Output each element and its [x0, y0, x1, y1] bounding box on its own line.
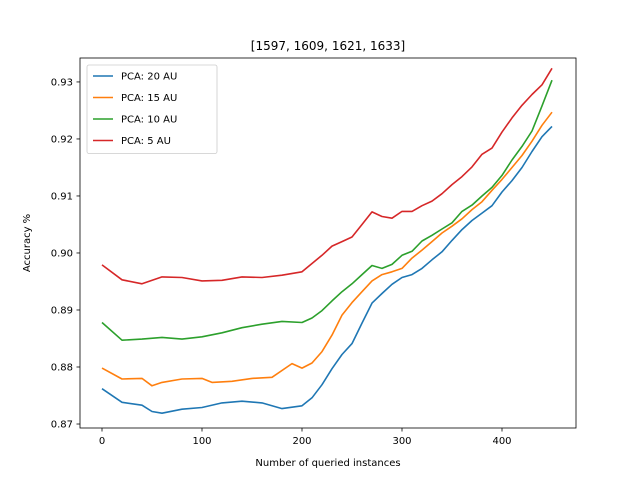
x-axis-label: Number of queried instances: [255, 458, 400, 469]
y-tick-label: 0.87: [51, 420, 73, 431]
y-tick-label: 0.88: [51, 362, 73, 373]
x-tick-label: 100: [192, 436, 211, 447]
x-tick-label: 0: [99, 436, 105, 447]
y-tick-label: 0.93: [51, 77, 73, 88]
series-line-4: [101, 67, 553, 285]
legend-label: PCA: 5 AU: [121, 136, 171, 147]
y-tick-label: 0.89: [51, 305, 73, 316]
series-lines: [101, 67, 553, 414]
legend-label: PCA: 20 AU: [121, 72, 177, 83]
legend: PCA: 20 AU PCA: 15 AU PCA: 10 AU PCA: 5 AU: [86, 64, 218, 154]
series-line-2: [101, 111, 553, 387]
series-line-3: [101, 79, 553, 341]
legend-box: [86, 64, 218, 154]
x-tick-label: 200: [292, 436, 311, 447]
y-tick-label: 0.90: [51, 248, 73, 259]
y-axis-label: Accuracy %: [22, 214, 33, 272]
legend-label: PCA: 10 AU: [121, 115, 177, 126]
legend-label: PCA: 15 AU: [121, 93, 177, 104]
y-tick-label: 0.92: [51, 134, 73, 145]
series-line-1: [101, 125, 553, 414]
plot-area: [79, 57, 577, 429]
chart-title: [1597, 1609, 1621, 1633]: [251, 39, 405, 53]
x-tick-label: 300: [392, 436, 411, 447]
y-tick-label: 0.91: [51, 191, 73, 202]
x-tick-label: 400: [492, 436, 511, 447]
axis-ticks: 0 100 200 300 400 0.87 0.88 0.89 0.90 0.91 0.92 0.9…: [51, 77, 512, 447]
